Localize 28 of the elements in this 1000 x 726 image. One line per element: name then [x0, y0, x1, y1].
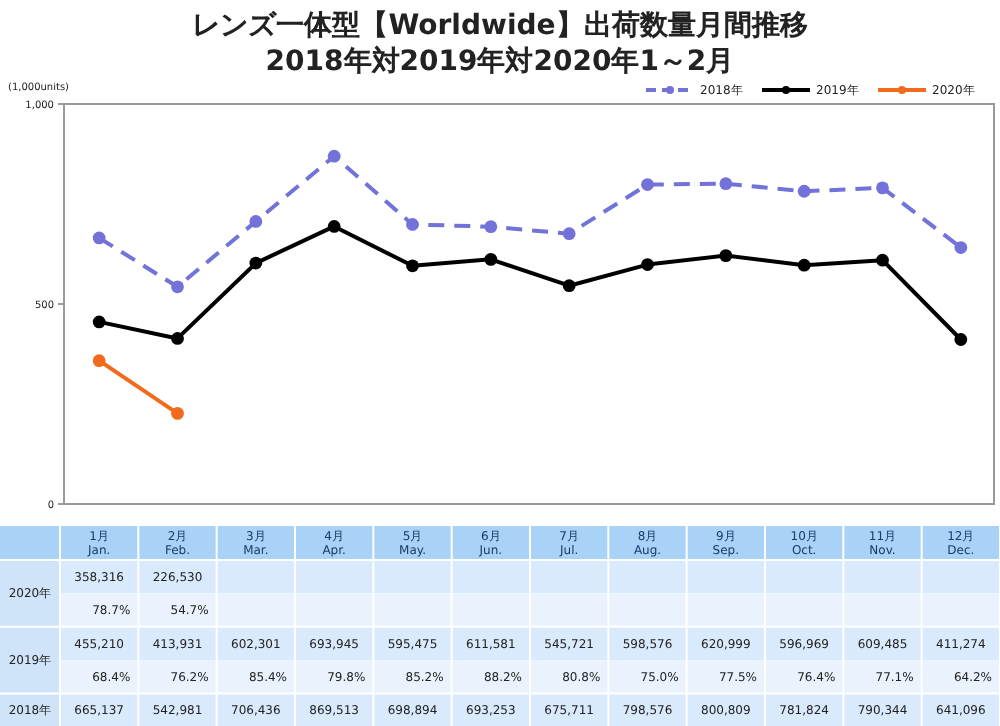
- chart-title: レンズ一体型【Worldwide】出荷数量月間推移: [192, 10, 808, 42]
- point: [171, 280, 184, 294]
- point: [484, 220, 498, 234]
- point: [797, 258, 811, 272]
- point: [249, 215, 263, 228]
- point: [327, 220, 341, 233]
- point: [92, 231, 106, 245]
- point: [562, 279, 576, 293]
- point: [562, 227, 576, 241]
- point: [406, 218, 419, 231]
- point: [484, 252, 498, 266]
- point: [327, 149, 341, 163]
- point: [92, 315, 106, 329]
- point: [797, 184, 811, 198]
- point: [171, 406, 184, 420]
- chart-subtitle: 2018年対2019年対2020年1～2月: [265, 44, 735, 78]
- point: [641, 178, 654, 191]
- point: [719, 177, 733, 191]
- point: [876, 181, 889, 195]
- point: [406, 259, 419, 273]
- point: [249, 256, 263, 270]
- point: [171, 332, 184, 345]
- point: [954, 241, 968, 254]
- point: [876, 253, 889, 267]
- point: [92, 354, 106, 368]
- point: [719, 249, 733, 262]
- point: [954, 333, 968, 346]
- point: [641, 258, 654, 271]
